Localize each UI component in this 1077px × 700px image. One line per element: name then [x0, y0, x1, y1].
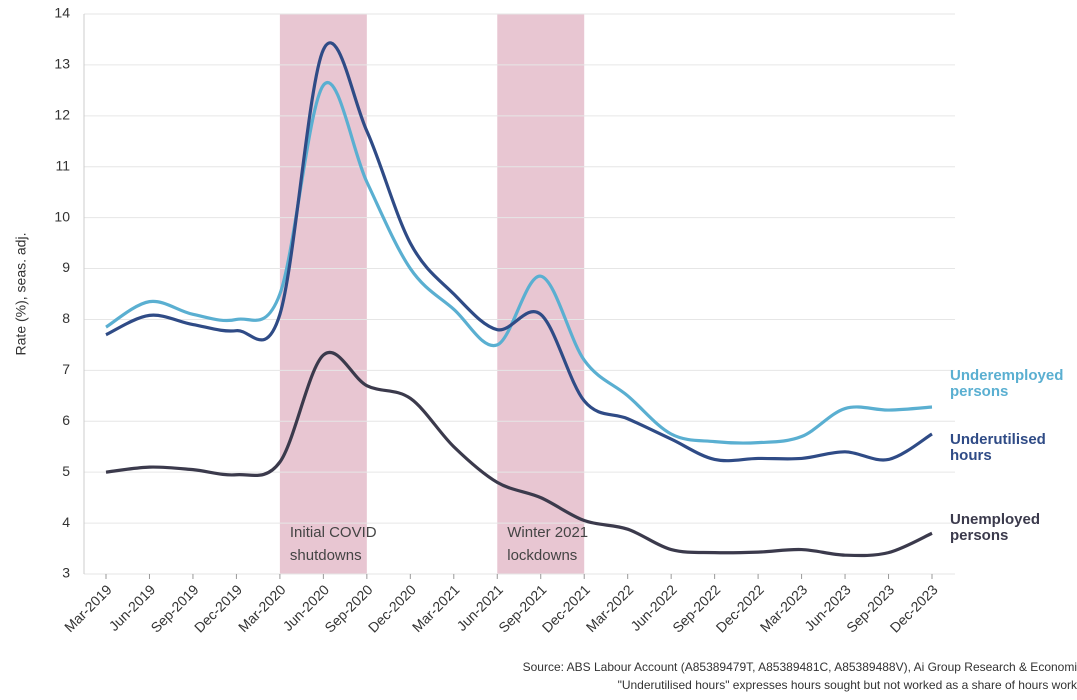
x-tick-label: Mar-2023 — [757, 581, 811, 635]
series-line — [105, 350, 933, 558]
y-tick-label: 3 — [62, 565, 70, 581]
y-tick-label: 7 — [62, 361, 70, 377]
shading-layer: Initial COVID shutdowns Winter 2021 lockdow… — [279, 14, 588, 574]
y-tick-label: 11 — [55, 157, 70, 173]
shaded-label: Winter 2021 — [507, 524, 588, 541]
series-line — [105, 41, 933, 463]
y-tick-label: 12 — [54, 107, 70, 123]
series-label: Underutilised hours — [950, 431, 1046, 464]
shaded-label: lockdowns — [507, 547, 577, 564]
y-tick-label: 8 — [62, 310, 70, 326]
y-axis-label: Rate (%), seas. adj. — [13, 233, 29, 356]
series-line — [105, 81, 933, 445]
x-tick-label: Dec-2019 — [191, 581, 245, 635]
source: Source: ABS Labour Account (A85389479T, … — [522, 660, 1077, 674]
note: "Underutilised hours" expresses hours so… — [617, 678, 1077, 692]
x-tick-label: Dec-2022 — [713, 581, 767, 635]
x-tick-label: Dec-2023 — [887, 581, 941, 635]
x-tick-label: Mar-2019 — [61, 581, 115, 635]
y-tick-label: 14 — [54, 5, 70, 21]
shaded-label: shutdowns — [290, 547, 362, 564]
shaded-label: Initial COVID — [290, 524, 377, 541]
y-tick-label: 13 — [54, 56, 70, 72]
y-tick-label: 5 — [62, 463, 70, 479]
y-tick-label: 9 — [62, 259, 70, 275]
y-tick-label: 4 — [62, 514, 70, 530]
x-tick-label: Dec-2020 — [365, 581, 419, 635]
shaded-period — [497, 14, 585, 574]
series-label: Unemployed persons — [950, 511, 1041, 544]
x-tick-label: Mar-2021 — [409, 581, 463, 635]
x-tick-label: Mar-2022 — [583, 581, 637, 635]
series-label: Underemployed persons — [950, 367, 1064, 400]
y-tick-label: 6 — [62, 412, 70, 428]
x-tick-label: Mar-2020 — [235, 581, 289, 635]
shaded-period — [279, 14, 367, 574]
y-tick-label: 10 — [54, 208, 70, 224]
x-tick-label: Dec-2021 — [539, 581, 593, 635]
